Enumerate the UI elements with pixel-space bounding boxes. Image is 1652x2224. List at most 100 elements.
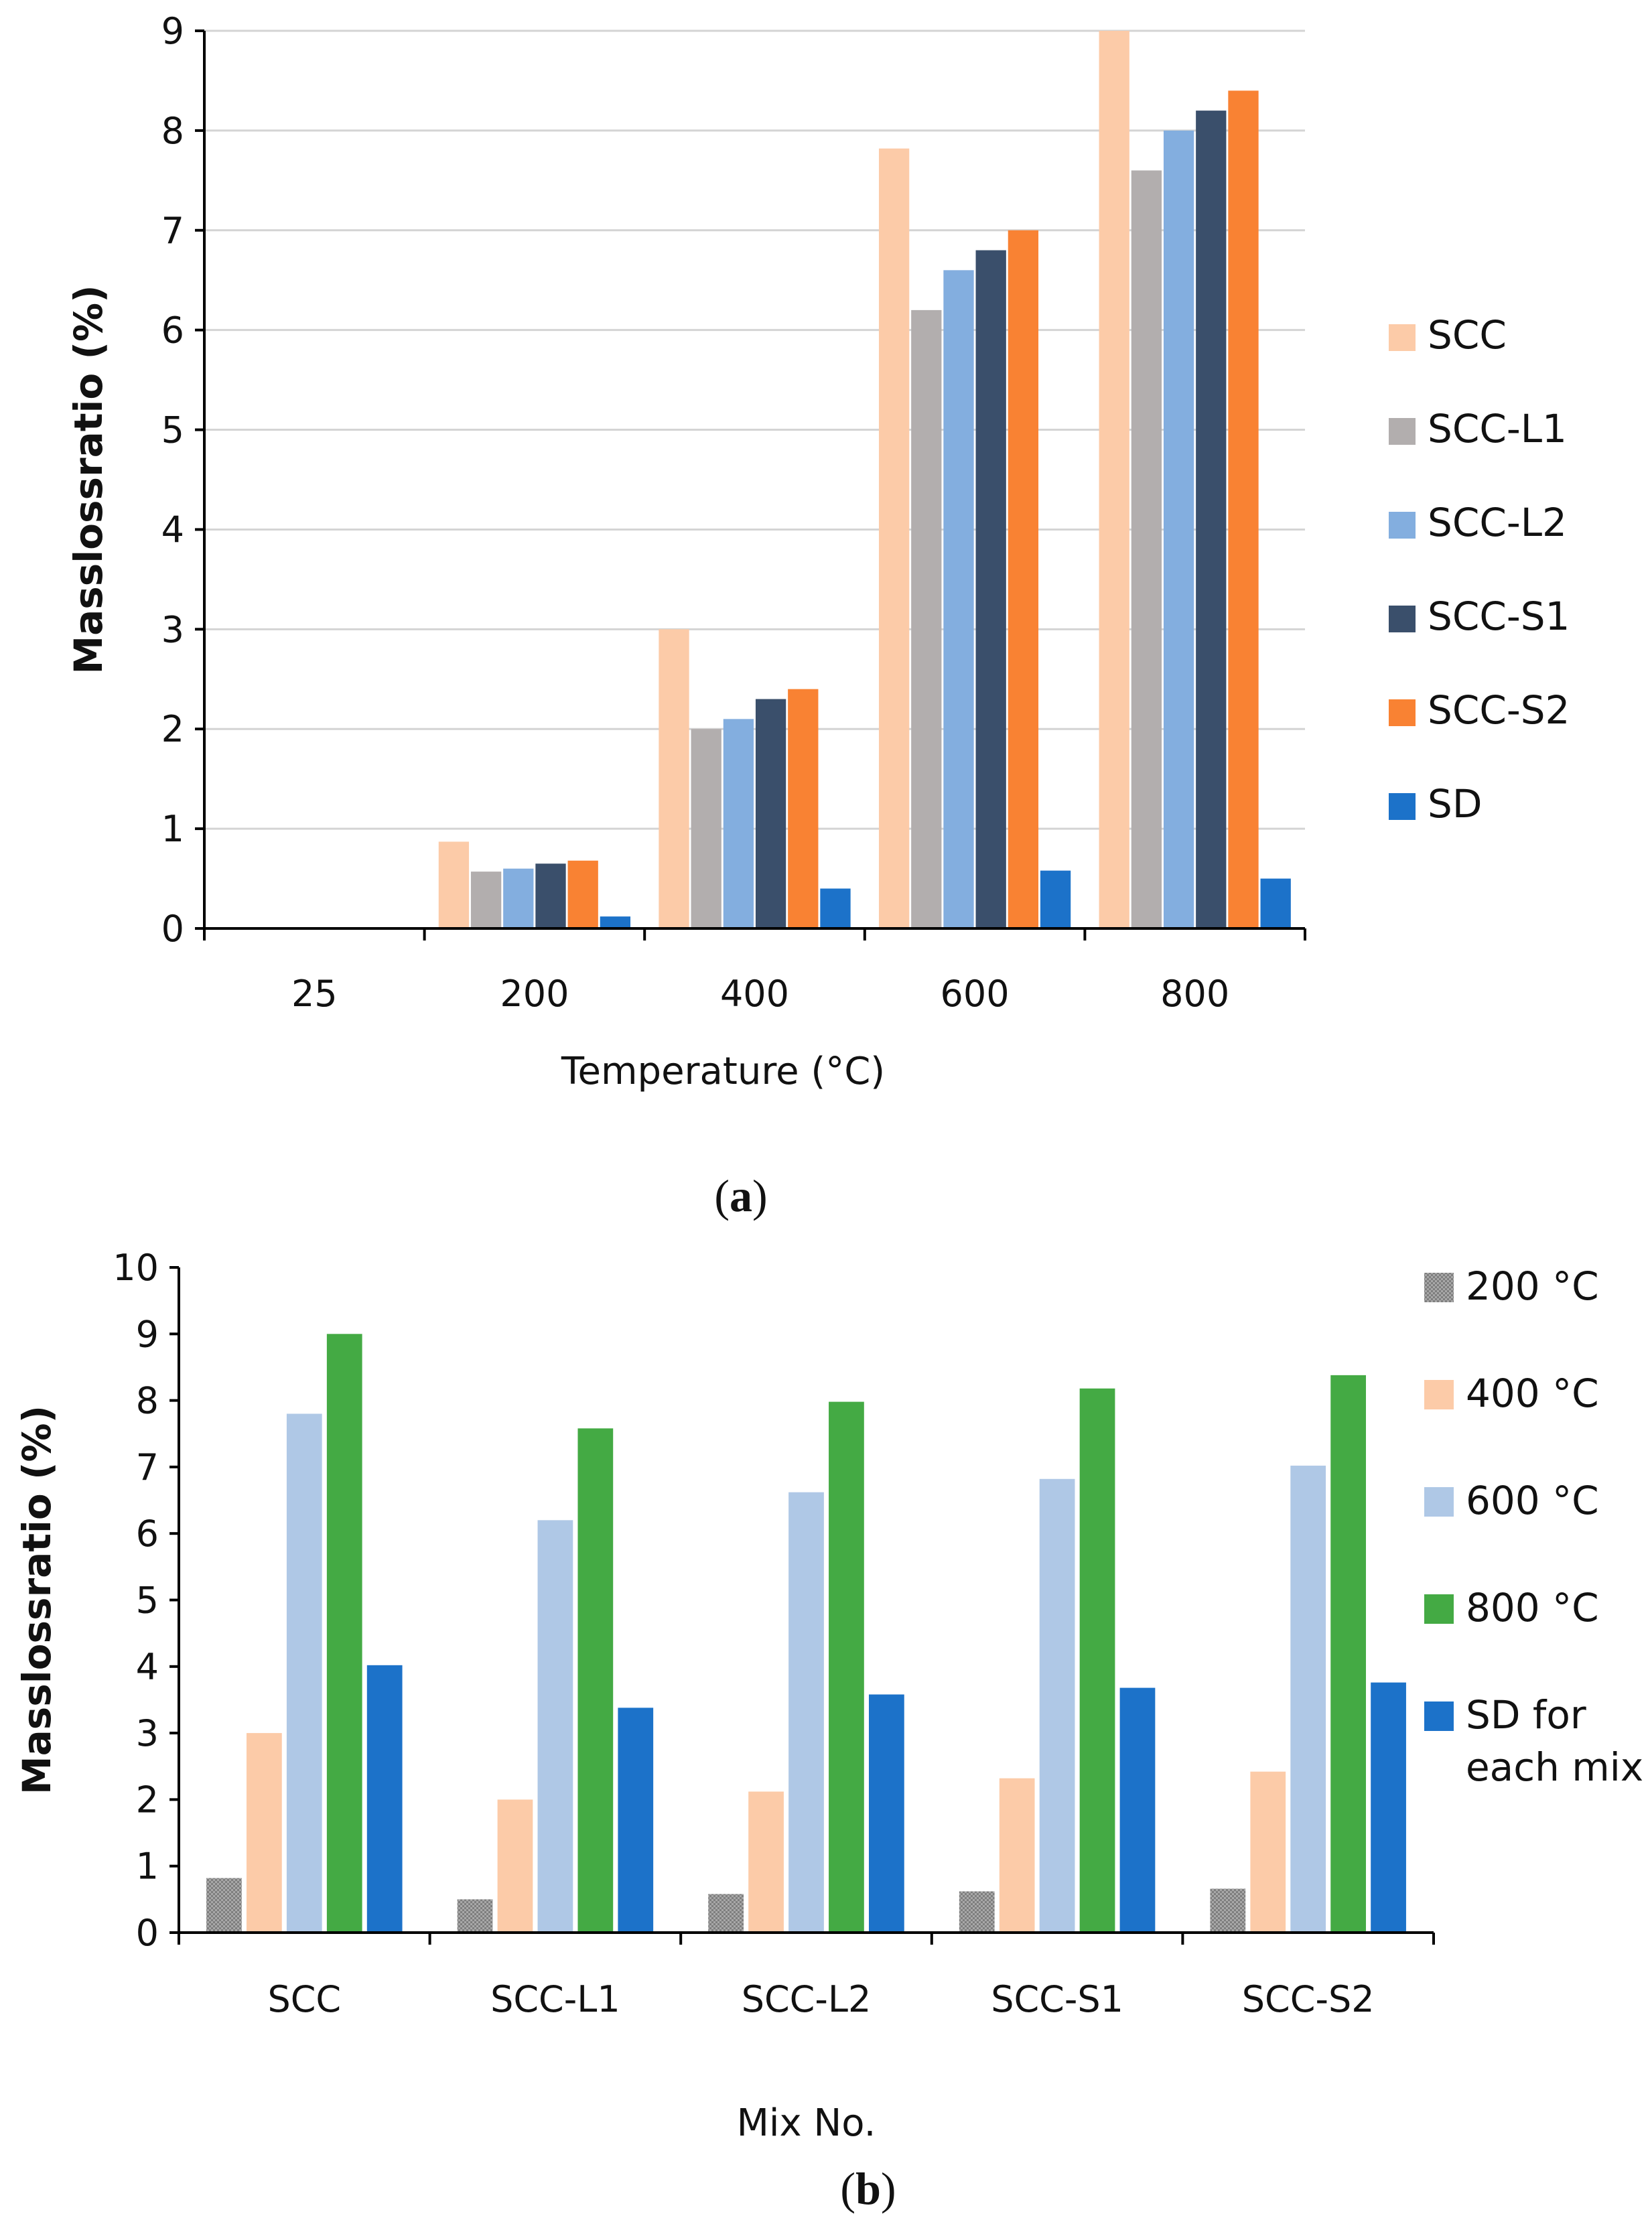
bar-a-sd-200: [600, 916, 631, 928]
legend-swatch-a-2: [1389, 512, 1416, 539]
y-tick-label-b-2: 2: [136, 1779, 159, 1821]
y-tick-label-a-5: 5: [161, 409, 184, 451]
y-tick-label-a-1: 1: [161, 808, 184, 850]
y-tick-label-a-8: 8: [161, 110, 184, 152]
bar-b-sd-for-each-mix-scc: [366, 1665, 403, 1933]
bar-b-sd-for-each-mix-scc-s1: [1119, 1687, 1156, 1933]
legend-swatch-b-4: [1424, 1701, 1454, 1731]
bar-b-400-c-scc-l1: [497, 1799, 533, 1933]
y-tick-label-a-2: 2: [161, 708, 184, 750]
legend-label-a-3: SCC-S1: [1428, 594, 1570, 639]
x-tick-label-b-3: SCC-S1: [991, 1978, 1123, 2020]
bar-b-200-c-scc-l2: [708, 1894, 744, 1933]
legend-label-b-4-0: SD for: [1466, 1692, 1586, 1738]
x-tick-label-a-3: 600: [941, 973, 1010, 1015]
bar-a-scc-l1-400: [691, 729, 721, 928]
bar-a-scc-l2-200: [503, 868, 534, 928]
y-tick-label-a-6: 6: [161, 309, 184, 352]
bar-b-sd-for-each-mix-scc-l2: [869, 1694, 904, 1933]
y-tick-label-a-7: 7: [161, 210, 184, 252]
legend-swatch-b-0: [1424, 1273, 1454, 1302]
legend-label-a-0: SCC: [1428, 312, 1507, 358]
bar-b-400-c-scc: [246, 1733, 282, 1933]
legend-swatch-a-0: [1389, 324, 1416, 351]
bar-a-scc-s1-200: [535, 863, 566, 928]
bar-b-sd-for-each-mix-scc-s2: [1371, 1682, 1406, 1933]
legend-swatch-a-5: [1389, 793, 1416, 820]
y-axis-title-b: Masslossratio (%): [14, 1405, 60, 1795]
bar-b-800-c-scc-s1: [1079, 1388, 1115, 1933]
bar-b-200-c-scc-l1: [457, 1899, 493, 1933]
bar-b-600-c-scc-l2: [788, 1492, 824, 1933]
bar-a-sd-400: [820, 888, 851, 928]
bar-b-800-c-scc-l1: [577, 1428, 614, 1933]
bar-b-400-c-scc-s2: [1250, 1771, 1286, 1933]
bar-a-sd-800: [1260, 878, 1291, 928]
y-tick-label-b-7: 7: [136, 1446, 159, 1488]
bar-b-600-c-scc: [286, 1413, 322, 1933]
legend-label-b-3: 800 °C: [1466, 1585, 1599, 1630]
bar-a-scc-400: [659, 629, 689, 928]
legend-swatch-b-1: [1424, 1380, 1454, 1409]
bar-a-scc-s1-600: [975, 250, 1006, 928]
x-tick-label-a-0: 25: [291, 973, 338, 1015]
y-tick-label-a-3: 3: [161, 608, 184, 650]
x-tick-label-b-2: SCC-L2: [742, 1978, 872, 2020]
y-axis-title-a: Masslossratio (%): [66, 285, 111, 674]
bar-b-800-c-scc: [326, 1334, 362, 1933]
bar-b-sd-for-each-mix-scc-l1: [618, 1708, 654, 1933]
x-axis-title-a: Temperature (°C): [561, 1050, 885, 1093]
chart-a: 0 1 2 3 4 5 6 7 8 9 25 200 400 600 800 Temperature (°C)…: [66, 10, 1570, 1093]
panel-b-label: b: [855, 2163, 881, 2214]
legend-swatch-b-3: [1424, 1594, 1454, 1624]
bar-b-600-c-scc-l1: [537, 1520, 573, 1933]
bar-a-scc-s1-800: [1196, 111, 1227, 929]
y-tick-label-b-5: 5: [136, 1580, 159, 1622]
legend-label-b-4-1: each mix: [1466, 1744, 1643, 1790]
bar-b-400-c-scc-l2: [748, 1791, 784, 1933]
chart-b: 0 1 2 3 4 5 6 7 8 9 10 SCC SCC-L1 SCC-L2 SCC-S1 SCC-S2 M…: [14, 1247, 1643, 2145]
panel-b-caption: (b): [840, 2163, 896, 2214]
bar-a-scc-s1-400: [755, 699, 786, 928]
y-tick-label-b-3: 3: [136, 1712, 159, 1754]
bar-a-scc-600: [878, 148, 910, 929]
y-tick-label-a-0: 0: [161, 908, 184, 950]
bar-a-scc-l2-600: [943, 270, 974, 928]
bar-b-800-c-scc-s2: [1330, 1375, 1367, 1933]
y-tick-label-a-4: 4: [161, 508, 184, 551]
y-tick-label-a-9: 9: [161, 10, 184, 52]
x-tick-label-a-1: 200: [500, 973, 569, 1015]
legend-label-b-2: 600 °C: [1466, 1478, 1599, 1523]
y-tick-label-b-1: 1: [136, 1846, 159, 1888]
legend-label-b-0: 200 °C: [1466, 1263, 1599, 1309]
y-tick-label-b-8: 8: [136, 1380, 159, 1422]
y-tick-label-b-0: 0: [136, 1912, 159, 1954]
y-tick-label-b-9: 9: [136, 1313, 159, 1355]
bar-a-scc-200: [438, 841, 470, 928]
legend-label-a-2: SCC-L2: [1428, 500, 1567, 545]
bar-b-800-c-scc-l2: [829, 1401, 864, 1933]
x-tick-label-a-2: 400: [720, 973, 789, 1015]
legend-swatch-a-4: [1389, 699, 1416, 726]
bar-b-400-c-scc-s1: [999, 1778, 1035, 1933]
legend-swatch-a-3: [1389, 606, 1416, 632]
bar-b-200-c-scc: [206, 1878, 242, 1933]
x-tick-label-b-1: SCC-L1: [490, 1978, 620, 2020]
bar-a-scc-s2-400: [788, 689, 819, 928]
bar-a-scc-s2-200: [567, 860, 598, 928]
bar-a-sd-600: [1040, 870, 1071, 928]
bar-a-scc-l1-200: [470, 872, 502, 928]
bar-a-scc-l2-800: [1163, 130, 1194, 928]
y-tick-label-b-10: 10: [113, 1247, 159, 1289]
bar-a-scc-l2-400: [723, 719, 754, 928]
y-tick-label-b-4: 4: [136, 1646, 159, 1688]
bar-a-scc-800: [1099, 31, 1129, 928]
legend-label-a-5: SD: [1428, 781, 1482, 827]
legend-label-b-1: 400 °C: [1466, 1371, 1599, 1416]
x-tick-label-a-4: 800: [1160, 973, 1229, 1015]
y-tick-label-b-6: 6: [136, 1513, 159, 1555]
legend-swatch-a-1: [1389, 418, 1416, 445]
legend-label-a-1: SCC-L1: [1428, 406, 1567, 451]
legend-swatch-b-2: [1424, 1487, 1454, 1517]
